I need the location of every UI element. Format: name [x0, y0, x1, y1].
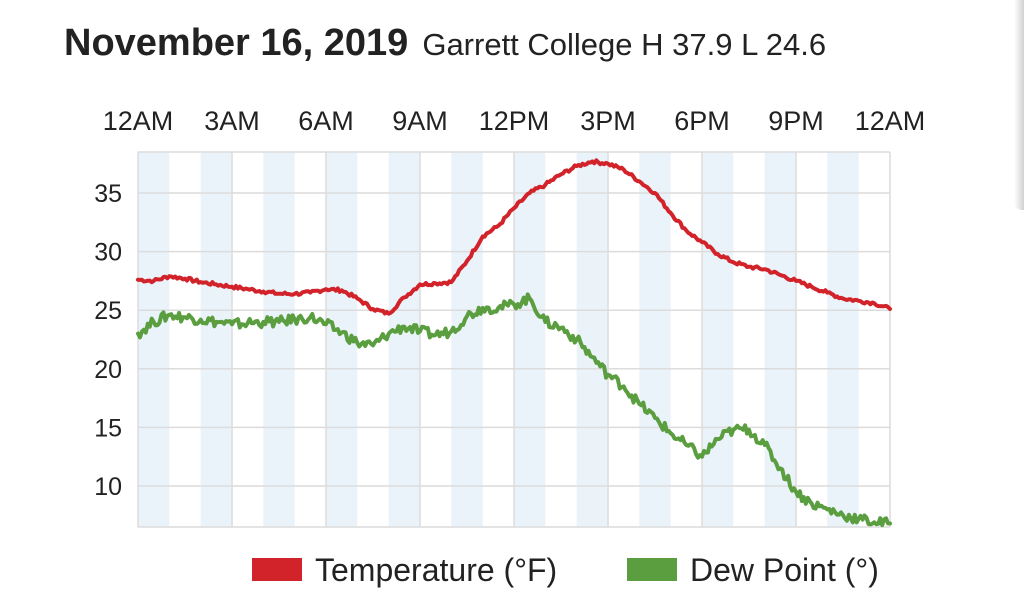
x-tick-label: 3PM — [580, 106, 636, 136]
x-tick-label: 12AM — [103, 106, 174, 136]
x-tick-label: 12PM — [479, 106, 550, 136]
hour-band — [702, 152, 734, 527]
hour-band — [263, 152, 295, 527]
x-axis-ticks: 12AM 3AM 6AM 9AM 12PM 3PM 6PM 9PM 12AM — [103, 106, 926, 136]
series-lines — [136, 158, 892, 528]
gridlines — [137, 151, 891, 528]
y-tick-label: 20 — [94, 356, 122, 384]
x-tick-label: 12AM — [855, 106, 926, 136]
y-tick-label: 30 — [94, 239, 122, 267]
x-tick-label: 9AM — [392, 106, 448, 136]
hour-band — [827, 152, 859, 527]
x-tick-label: 3AM — [204, 106, 260, 136]
y-tick-label: 35 — [94, 180, 122, 208]
chart-title: November 16, 2019 — [64, 22, 409, 64]
edge-shadow — [1014, 0, 1024, 210]
hour-band — [200, 152, 232, 527]
y-tick-label: 25 — [94, 297, 122, 325]
hour-band — [576, 152, 608, 527]
y-axis-ticks: 35 30 25 20 15 10 — [94, 180, 122, 501]
dew-point-line — [136, 292, 892, 528]
legend: Temperature (°F) Dew Point (°) — [252, 552, 879, 588]
hour-band — [764, 152, 796, 527]
y-tick-label: 10 — [94, 473, 122, 501]
x-tick-label: 6AM — [298, 106, 354, 136]
hour-band — [138, 152, 170, 527]
hour-band — [639, 152, 671, 527]
legend-label: Dew Point (°) — [690, 552, 879, 588]
hour-band — [451, 152, 483, 527]
legend-swatch — [627, 558, 677, 581]
temperature-line — [136, 158, 892, 316]
chart-subtitle: Garrett College H 37.9 L 24.6 — [422, 27, 827, 62]
hour-band — [514, 152, 546, 527]
legend-label: Temperature (°F) — [315, 552, 557, 588]
chart-title-row: November 16, 2019 Garrett College H 37.9… — [64, 22, 826, 65]
hour-band — [388, 152, 420, 527]
legend-swatch — [252, 558, 302, 581]
x-tick-label: 6PM — [674, 106, 730, 136]
time-bands — [138, 152, 859, 527]
x-tick-label: 9PM — [768, 106, 824, 136]
y-tick-label: 15 — [94, 414, 122, 442]
